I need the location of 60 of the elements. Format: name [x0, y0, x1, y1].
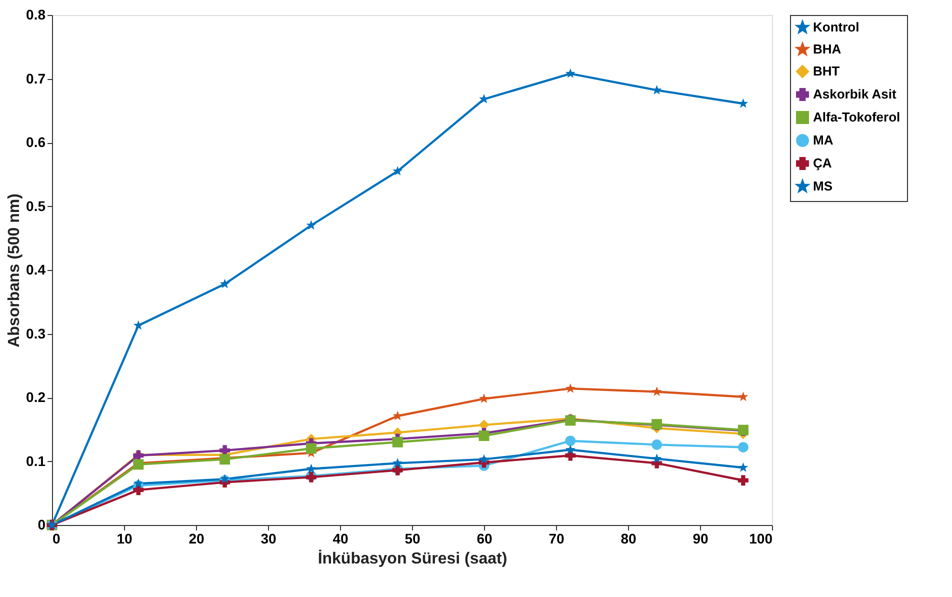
legend-label: ÇA: [813, 156, 832, 170]
point: [220, 445, 230, 456]
point: [133, 459, 144, 470]
point: [738, 462, 748, 472]
y-axis-title: Absorbans (500 nm): [6, 194, 24, 348]
y-tick-label: 0.7: [26, 70, 46, 86]
point: [565, 383, 576, 393]
point: [479, 454, 489, 464]
x-tick-label: 70: [548, 530, 564, 546]
point: [652, 453, 662, 463]
x-tick-label: 60: [476, 530, 492, 546]
point: [392, 458, 403, 468]
point: [133, 320, 144, 330]
legend-label: MS: [813, 178, 833, 194]
point: [565, 436, 576, 446]
point: [738, 475, 748, 486]
point: [306, 443, 316, 454]
point: [478, 430, 490, 441]
point: [565, 444, 576, 454]
point: [738, 392, 748, 402]
legend-label: BHT: [813, 64, 840, 78]
y-tick-label: 0: [38, 516, 46, 532]
x-axis-title: İnkübasyon Süresi (saat): [318, 550, 508, 568]
y-tick-label: 0.8: [26, 6, 46, 22]
x-tick-label: 80: [620, 530, 636, 546]
legend-label: Alfa-Tokoferol: [813, 110, 900, 124]
point: [306, 220, 316, 230]
point: [392, 410, 403, 420]
y-tick-label: 0.3: [26, 325, 46, 342]
y-tick-label: 0.4: [26, 262, 46, 278]
legend-label: MA: [813, 132, 834, 148]
point: [220, 474, 230, 484]
y-tick-label: 0.2: [26, 389, 46, 405]
legend-label: Askorbik Asit: [813, 86, 897, 102]
point: [738, 442, 748, 452]
x-tick-label: 30: [260, 530, 276, 546]
x-tick-label: 40: [332, 530, 348, 546]
point: [133, 478, 144, 488]
point: [652, 439, 662, 450]
point: [306, 464, 316, 474]
x-tick-label: 0: [52, 530, 60, 546]
x-tick-label: 20: [188, 530, 204, 546]
x-tick-label: 100: [749, 530, 773, 546]
y-tick-label: 0.6: [26, 134, 46, 150]
legend-label: Kontrol: [813, 20, 860, 34]
x-tick-label: 50: [404, 530, 420, 546]
point: [565, 68, 576, 78]
y-tick-label: 0.5: [26, 198, 46, 214]
point: [479, 94, 489, 104]
legend-label: BHA: [813, 42, 842, 56]
point: [220, 454, 230, 465]
point: [738, 98, 748, 108]
y-tick-label: 0.1: [26, 452, 46, 469]
x-tick-label: 10: [116, 530, 132, 546]
point: [392, 436, 403, 448]
point: [652, 386, 662, 396]
point: [479, 394, 489, 404]
x-tick-label: 90: [692, 530, 708, 546]
point: [392, 166, 403, 176]
point: [220, 278, 230, 288]
